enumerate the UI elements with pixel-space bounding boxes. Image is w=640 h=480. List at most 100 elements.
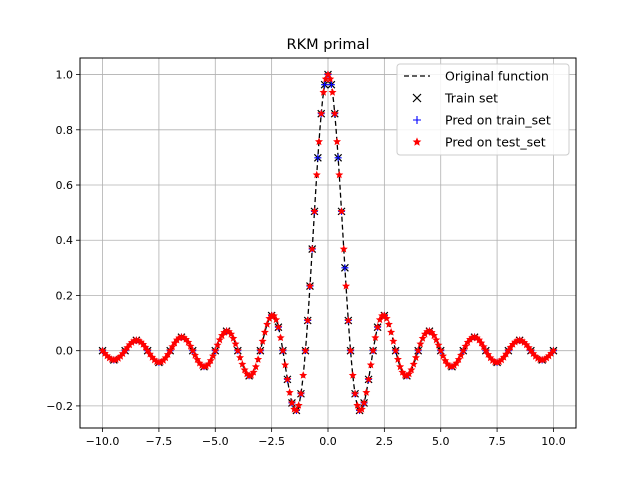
y-tick-label: 0.2	[56, 289, 74, 302]
pred-test-point	[157, 357, 166, 366]
pred-test-point	[454, 355, 463, 363]
pred-test-point	[272, 315, 281, 324]
x-tick-label: −10.0	[86, 435, 120, 448]
pred-test-point	[274, 323, 283, 331]
pred-test-point	[396, 362, 405, 371]
pred-test-point	[209, 351, 218, 360]
pred-test-point	[495, 357, 504, 366]
pred-test-point	[420, 329, 429, 338]
pred-test-point	[402, 371, 411, 380]
y-tick-label: 1.0	[56, 69, 74, 82]
pred-test-point	[364, 375, 373, 383]
pred-test-point	[466, 335, 475, 343]
series-pred-test	[98, 70, 558, 414]
pred-test-point	[159, 356, 168, 364]
pred-test-point	[238, 360, 247, 368]
x-tick-label: 0.0	[319, 435, 337, 448]
pred-test-point	[251, 362, 260, 371]
pred-test-point	[254, 355, 263, 363]
pred-test-point	[434, 340, 443, 349]
pred-test-point	[389, 337, 398, 345]
pred-test-point	[346, 346, 355, 355]
pred-test-point	[330, 109, 339, 118]
pred-test-point	[393, 355, 402, 363]
pred-test-point	[112, 355, 121, 363]
pred-test-point	[256, 346, 265, 355]
pred-test-point	[130, 336, 139, 345]
pred-test-point	[215, 335, 224, 344]
pred-test-point	[355, 406, 364, 414]
pred-test-point	[357, 405, 366, 413]
pred-test-point	[409, 360, 418, 368]
pred-test-point	[414, 346, 423, 355]
pred-test-point	[175, 333, 184, 342]
pred-test-point	[287, 398, 296, 407]
pred-test-point	[493, 358, 502, 366]
pred-test-point	[301, 346, 310, 355]
pred-test-point	[312, 170, 321, 179]
pred-test-point	[220, 328, 229, 336]
pred-test-point	[260, 328, 269, 336]
y-tick-label: −0.2	[46, 400, 73, 413]
x-tick-label: 2.5	[376, 435, 394, 448]
pred-test-point	[461, 342, 470, 350]
pred-test-point	[457, 351, 466, 359]
pred-test-point	[339, 244, 348, 253]
legend-label: Pred on test_set	[445, 135, 546, 150]
pred-test-point	[328, 88, 337, 96]
pred-test-point	[375, 315, 384, 324]
legend-handle-train-set	[412, 93, 422, 103]
pred-test-point	[283, 375, 292, 383]
pred-test-point	[342, 281, 351, 290]
pred-test-point	[508, 340, 517, 348]
pred-test-point	[511, 337, 520, 346]
pred-test-point	[326, 74, 335, 83]
pred-test-point	[450, 361, 459, 370]
pred-test-point	[299, 371, 308, 379]
chart-title: RKM primal	[287, 37, 370, 53]
pred-test-point	[206, 356, 215, 365]
pred-test-point	[344, 316, 353, 324]
pred-test-point	[296, 389, 305, 398]
pred-test-point	[391, 346, 400, 355]
pred-test-point	[416, 339, 425, 348]
pred-test-point	[371, 333, 380, 342]
pred-train-point	[334, 154, 342, 162]
pred-test-point	[542, 353, 551, 362]
pred-train-point	[321, 81, 329, 89]
pred-test-point	[362, 388, 371, 396]
pred-test-point	[382, 314, 391, 322]
pred-test-point	[373, 323, 382, 331]
pred-test-point	[231, 339, 240, 348]
y-tick-label: 0.6	[56, 179, 74, 192]
pred-test-point	[213, 340, 222, 349]
pred-test-point	[125, 340, 134, 349]
pred-test-point	[314, 137, 323, 146]
pred-test-point	[351, 389, 360, 398]
pred-test-point	[285, 388, 294, 396]
legend-handle-pred-train	[413, 116, 421, 124]
pred-test-point	[292, 406, 301, 414]
pred-test-point	[249, 368, 258, 376]
pred-test-point	[369, 346, 378, 355]
x-tick-label: −7.5	[146, 435, 173, 448]
pred-test-point	[432, 335, 441, 344]
pred-test-point	[233, 346, 242, 355]
x-tick-label: 10.0	[541, 435, 566, 448]
pred-test-point	[278, 346, 287, 355]
pred-test-point	[308, 244, 317, 253]
pred-test-point	[263, 320, 272, 328]
pred-test-point	[294, 401, 303, 409]
pred-test-point	[384, 320, 393, 328]
pred-test-point	[407, 365, 416, 374]
pred-test-point	[321, 74, 330, 83]
plot-area	[98, 70, 558, 415]
pred-train-point	[341, 264, 349, 272]
legend-label: Pred on train_set	[445, 113, 551, 128]
pred-test-point	[236, 353, 245, 362]
y-tick-label: 0.0	[56, 345, 74, 358]
pred-test-point	[166, 346, 175, 355]
pred-test-point	[116, 352, 125, 360]
pred-test-point	[319, 88, 328, 96]
